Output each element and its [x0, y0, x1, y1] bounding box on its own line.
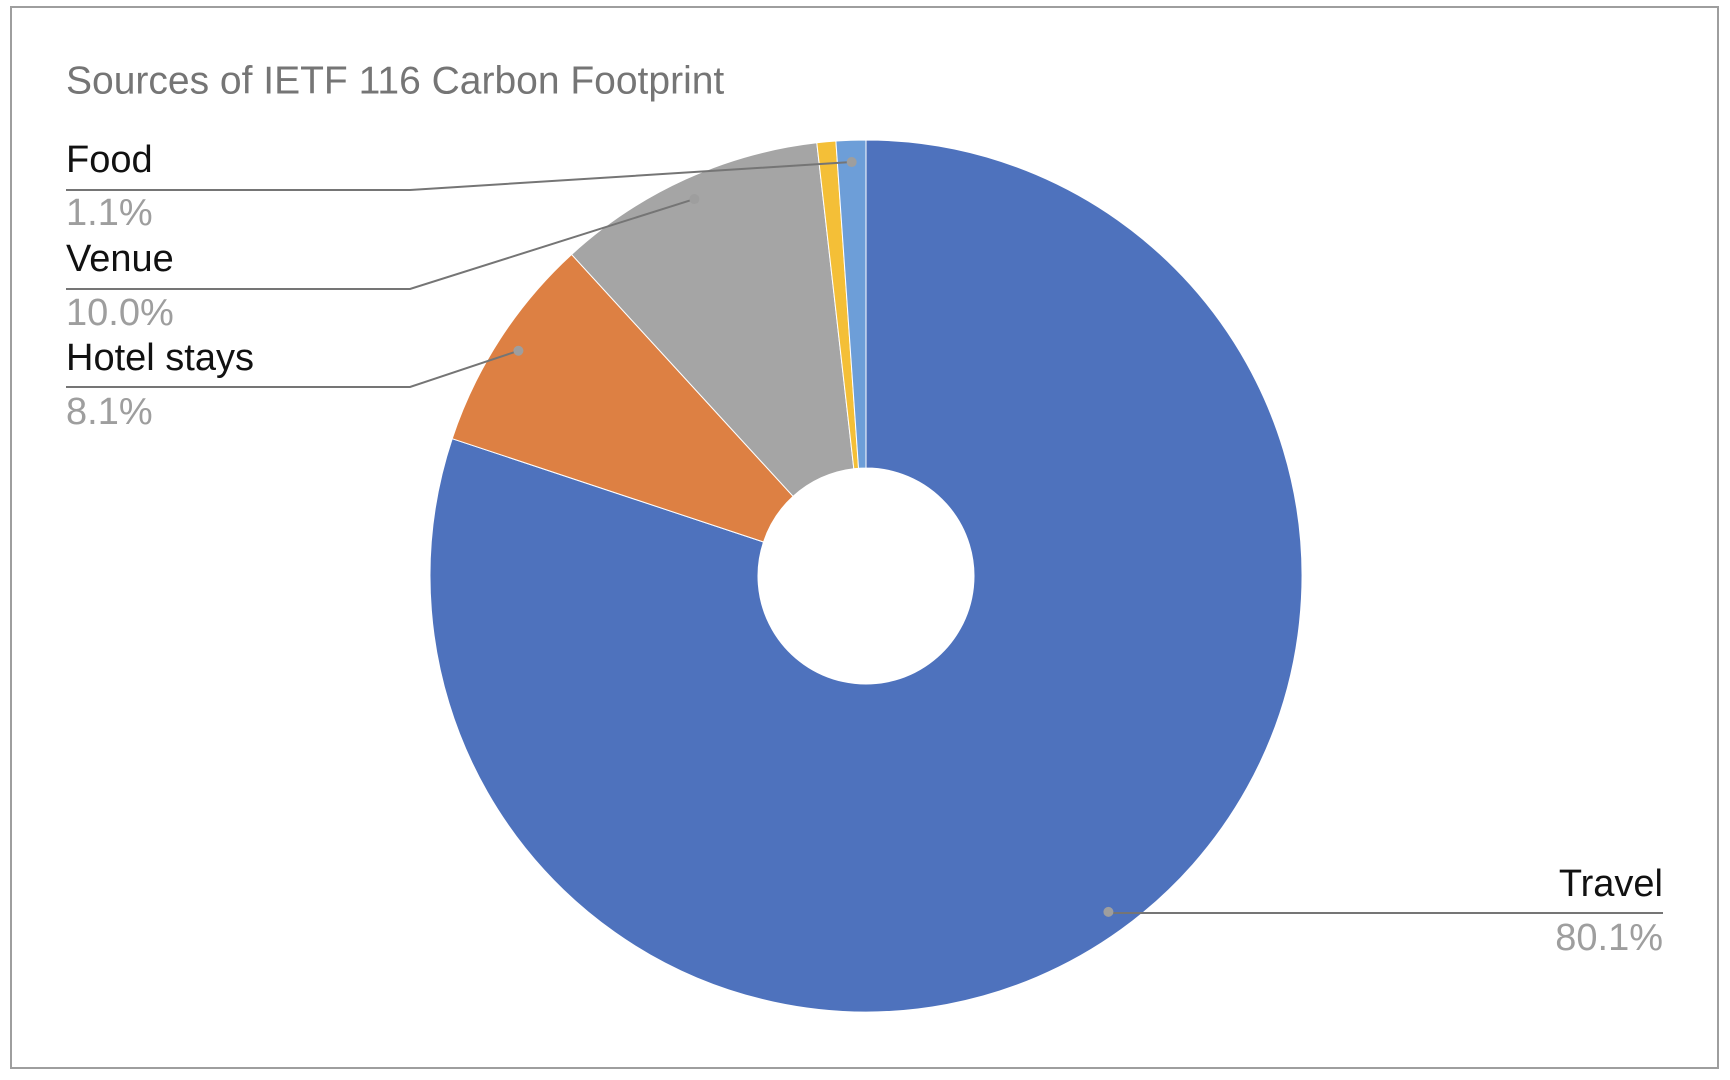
- leader-dot: [846, 157, 857, 168]
- slice-value-label: 1.1%: [66, 192, 153, 234]
- slice-label: Travel: [1559, 863, 1663, 905]
- pie-slice: [451, 253, 794, 543]
- pie-slice: [429, 139, 1303, 1013]
- slice-label: Venue: [66, 238, 174, 280]
- chart-title: Sources of IETF 116 Carbon Footprint: [66, 59, 724, 102]
- slice-value-label: 80.1%: [1555, 917, 1663, 959]
- leader-line: [66, 161, 852, 191]
- slice-label: Food: [66, 139, 153, 181]
- slice-label: Hotel stays: [66, 337, 254, 379]
- pie-slice: [835, 139, 867, 469]
- slice-value-label: 8.1%: [66, 391, 153, 433]
- leader-dot: [1103, 906, 1114, 917]
- slice-value-label: 10.0%: [66, 292, 174, 334]
- leader-line: [66, 198, 695, 290]
- leader-line: [66, 349, 519, 388]
- leader-line: [1107, 911, 1663, 914]
- pie-slice: [570, 142, 855, 498]
- leader-dot: [513, 345, 524, 356]
- leader-dot: [689, 194, 700, 205]
